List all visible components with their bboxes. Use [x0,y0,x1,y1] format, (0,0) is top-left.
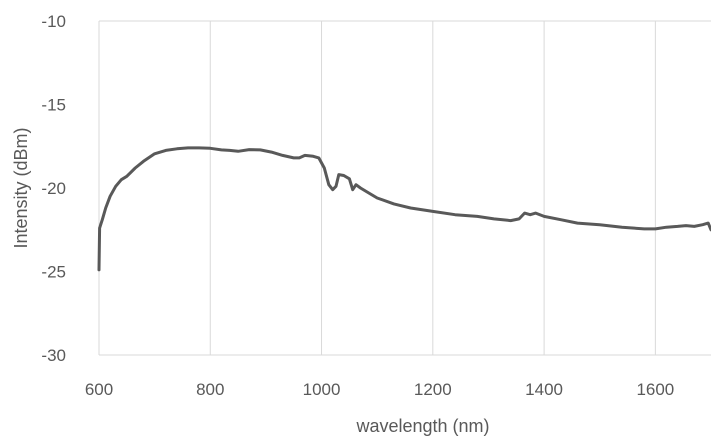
x-tick-label: 1400 [525,380,563,399]
y-tick-label: -25 [41,263,66,282]
grid-lines [98,20,711,356]
x-tick-label: 1600 [636,380,674,399]
y-tick-label: -10 [41,12,66,31]
y-axis-title: Intensity (dBm) [11,127,31,248]
y-tick-label: -20 [41,179,66,198]
x-axis-title: wavelength (nm) [355,416,489,436]
x-tick-label: 1000 [303,380,341,399]
x-tick-label: 800 [196,380,224,399]
x-tick-label: 1200 [414,380,452,399]
y-tick-label: -15 [41,96,66,115]
x-tick-label: 600 [85,380,113,399]
series-layer [97,146,711,272]
series-line [97,146,711,272]
y-tick-label: -30 [41,346,66,365]
tick-labels: -10 -15 -20 -25 -30 600 800 1000 1200 1400 1600 [41,12,674,399]
